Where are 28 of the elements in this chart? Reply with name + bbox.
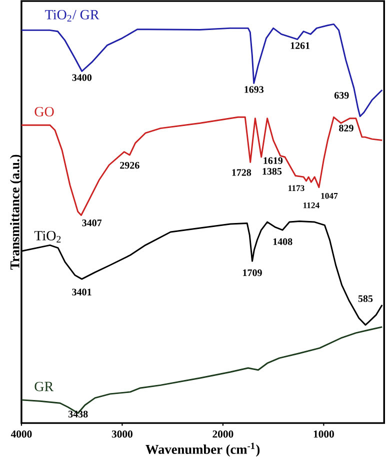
annotation: 3407 [82, 220, 102, 226]
annotation: 3438 [68, 410, 88, 418]
x-tick-label: 2000 [212, 430, 234, 438]
series-label: TiO$_{2}$ [34, 230, 61, 242]
x-tick-label: 1000 [314, 430, 334, 438]
annotation: 1261 [290, 42, 310, 50]
series-label: GR [34, 382, 54, 392]
annotation: 1124 [303, 202, 320, 208]
y-axis-title: Transmittance (a.u.) [10, 154, 22, 270]
annotation: 2926 [120, 162, 140, 169]
annotation: 1619 [264, 157, 283, 164]
x-tick-label: 3000 [112, 430, 132, 438]
annotation: 3400 [72, 74, 92, 81]
annotation: 1408 [273, 238, 292, 246]
annotation: 1385 [262, 168, 282, 175]
annotation: 829 [339, 124, 354, 132]
series-label: GO [34, 107, 54, 116]
series-label: TiO$_{2}$/ GR [45, 10, 100, 22]
x-tick-label: 4000 [10, 430, 32, 438]
annotation: 585 [358, 295, 373, 302]
x-axis-title: Wavenumber (cm$^{-1}$) [146, 442, 260, 457]
annotation: 1693 [244, 86, 264, 93]
annotation: 1047 [321, 192, 338, 199]
annotation: 1173 [288, 185, 304, 192]
annotation: 1728 [232, 169, 252, 176]
annotation: 639 [334, 92, 349, 99]
annotation: 3401 [72, 288, 92, 296]
annotation: 1709 [243, 269, 262, 276]
